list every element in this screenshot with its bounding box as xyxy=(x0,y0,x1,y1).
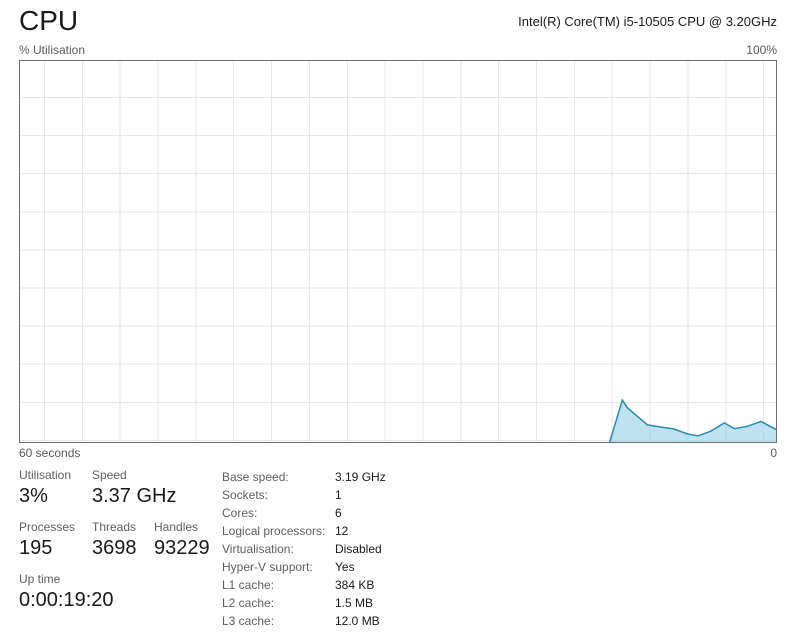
detail-value-base-speed: 3.19 GHz xyxy=(335,470,386,484)
cpu-usage-chart[interactable] xyxy=(19,60,777,443)
detail-label-l2-cache: L2 cache: xyxy=(222,596,275,610)
detail-label-cores: Cores: xyxy=(222,506,258,520)
primary-stats: Utilisation Speed 3% 3.37 GHz Processes … xyxy=(19,466,210,622)
y-axis-label: % Utilisation xyxy=(19,43,86,57)
detail-label-l3-cache: L3 cache: xyxy=(222,614,275,628)
detail-label-virtualisation: Virtualisation: xyxy=(222,542,294,556)
stat-value-speed: 3.37 GHz xyxy=(92,485,177,507)
detail-label-hyperv: Hyper-V support: xyxy=(222,560,313,574)
detail-value-sockets: 1 xyxy=(335,488,342,502)
stat-label-handles: Handles xyxy=(154,520,199,534)
detail-value-l2-cache: 1.5 MB xyxy=(335,596,374,610)
stat-label-processes: Processes xyxy=(19,520,76,534)
stat-label-speed: Speed xyxy=(92,468,127,482)
y-axis-max-label: 100% xyxy=(746,43,777,57)
stat-value-utilisation: 3% xyxy=(19,485,48,507)
detail-value-virtualisation: Disabled xyxy=(335,542,382,556)
stat-label-threads: Threads xyxy=(92,520,137,534)
usage-line xyxy=(608,398,776,442)
stat-value-uptime: 0:00:19:20 xyxy=(19,589,114,611)
details-list: Base speed: 3.19 GHz Sockets: 1 Cores: 6… xyxy=(222,468,386,630)
detail-label-logical-processors: Logical processors: xyxy=(222,524,326,538)
stat-label-uptime: Up time xyxy=(19,572,61,586)
detail-value-hyperv: Yes xyxy=(335,560,355,574)
detail-value-l3-cache: 12.0 MB xyxy=(335,614,380,628)
detail-label-l1-cache: L1 cache: xyxy=(222,578,275,592)
x-axis-left-label: 60 seconds xyxy=(19,446,81,460)
cpu-model-subtitle: Intel(R) Core(TM) i5-10505 CPU @ 3.20GHz xyxy=(518,14,777,29)
stat-value-threads: 3698 xyxy=(92,537,137,559)
usage-area-fill xyxy=(609,400,776,442)
detail-label-base-speed: Base speed: xyxy=(222,470,289,484)
stat-label-utilisation: Utilisation xyxy=(19,468,72,482)
detail-value-cores: 6 xyxy=(335,506,342,520)
detail-label-sockets: Sockets: xyxy=(222,488,269,502)
stat-value-processes: 195 xyxy=(19,537,53,559)
stat-value-handles: 93229 xyxy=(154,537,210,559)
x-axis-right-label: 0 xyxy=(770,446,777,460)
detail-value-l1-cache: 384 KB xyxy=(335,578,375,592)
detail-value-logical-processors: 12 xyxy=(335,524,349,538)
page-title: CPU xyxy=(19,5,79,36)
cpu-usage-area xyxy=(608,398,776,442)
